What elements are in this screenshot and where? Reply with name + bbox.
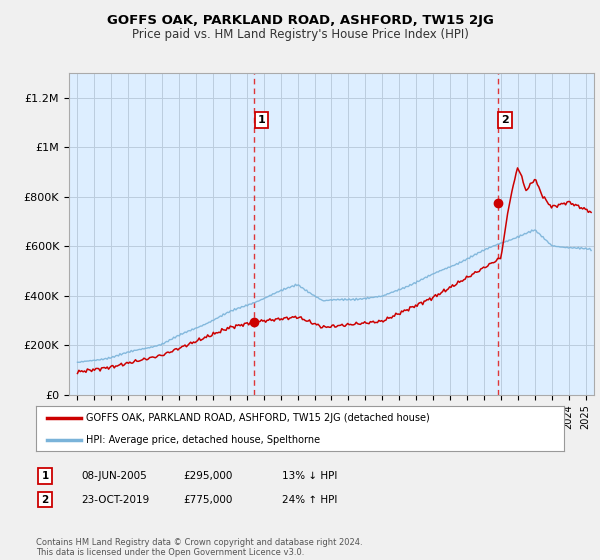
Text: £775,000: £775,000: [183, 494, 232, 505]
Text: 1: 1: [41, 471, 49, 481]
Text: 2: 2: [41, 494, 49, 505]
Text: £295,000: £295,000: [183, 471, 232, 481]
Text: Price paid vs. HM Land Registry's House Price Index (HPI): Price paid vs. HM Land Registry's House …: [131, 28, 469, 41]
Text: 13% ↓ HPI: 13% ↓ HPI: [282, 471, 337, 481]
Text: 2: 2: [501, 115, 509, 125]
Text: 24% ↑ HPI: 24% ↑ HPI: [282, 494, 337, 505]
Text: 23-OCT-2019: 23-OCT-2019: [81, 494, 149, 505]
Text: HPI: Average price, detached house, Spelthorne: HPI: Average price, detached house, Spel…: [86, 435, 320, 445]
Text: GOFFS OAK, PARKLAND ROAD, ASHFORD, TW15 2JG: GOFFS OAK, PARKLAND ROAD, ASHFORD, TW15 …: [107, 14, 493, 27]
Text: Contains HM Land Registry data © Crown copyright and database right 2024.
This d: Contains HM Land Registry data © Crown c…: [36, 538, 362, 557]
Text: 1: 1: [257, 115, 265, 125]
Text: GOFFS OAK, PARKLAND ROAD, ASHFORD, TW15 2JG (detached house): GOFFS OAK, PARKLAND ROAD, ASHFORD, TW15 …: [86, 413, 430, 423]
Text: 08-JUN-2005: 08-JUN-2005: [81, 471, 147, 481]
